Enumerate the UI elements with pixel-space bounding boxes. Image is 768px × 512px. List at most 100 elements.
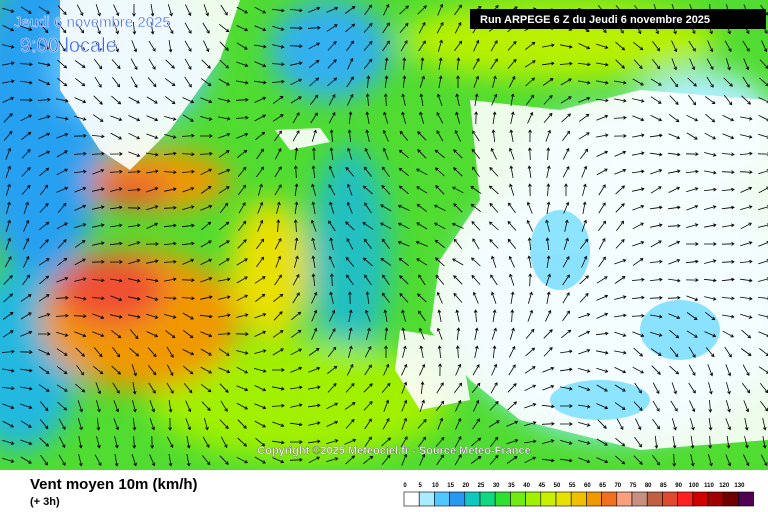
wind-arrow [506, 420, 519, 427]
wind-arrow [526, 94, 535, 106]
wind-arrow [293, 219, 298, 233]
wind-arrow [397, 240, 410, 247]
wind-arrow [56, 348, 68, 356]
scale-label: 25 [478, 483, 485, 489]
wind-arrow [438, 57, 443, 70]
wind-arrow [435, 185, 445, 195]
wind-arrow [456, 57, 461, 71]
wind-arrow [455, 309, 460, 322]
wind-arrow [91, 278, 105, 283]
wind-arrow [508, 147, 515, 160]
wind-arrow [311, 237, 316, 250]
wind-arrow [382, 147, 389, 160]
wind-arrow [2, 7, 15, 13]
wind-arrow [384, 75, 389, 89]
wind-arrow [182, 349, 195, 356]
wind-arrow [237, 149, 248, 159]
wind-arrow [668, 114, 680, 123]
wind-arrow [744, 418, 749, 431]
wind-arrow [365, 291, 370, 305]
wind-arrow [490, 274, 498, 286]
wind-arrow [183, 383, 193, 394]
wind-arrow [254, 96, 267, 103]
wind-arrow [294, 201, 299, 214]
wind-arrow [164, 277, 177, 282]
wind-arrow [527, 183, 532, 197]
scale-swatch [692, 491, 709, 507]
wind-arrow [399, 22, 409, 33]
wind-arrow [311, 165, 316, 179]
wind-arrow [92, 169, 105, 175]
wind-arrow [168, 454, 173, 467]
wind-arrow [560, 78, 572, 86]
wind-arrow [256, 166, 264, 178]
wind-arrow [345, 221, 355, 231]
wind-arrow [38, 150, 51, 157]
scale-swatch [449, 491, 466, 507]
legend-step: (+ 3h) [30, 496, 60, 508]
wind-arrow [254, 25, 267, 32]
wind-arrow [290, 348, 302, 356]
wind-arrow [5, 219, 11, 232]
wind-arrow [436, 291, 443, 304]
wind-arrow [706, 76, 714, 88]
wind-arrow [743, 454, 750, 467]
wind-arrow [20, 6, 32, 14]
wind-arrow [257, 201, 264, 214]
wind-arrow [236, 385, 249, 392]
wind-arrow [453, 292, 463, 303]
wind-arrow [671, 40, 678, 53]
wind-arrow [527, 291, 533, 304]
wind-arrow [704, 205, 717, 210]
wind-arrow [633, 401, 643, 411]
wind-arrow [128, 296, 141, 301]
wind-arrow [560, 367, 573, 372]
wind-arrow [686, 132, 698, 140]
wind-arrow [218, 313, 231, 318]
wind-arrow [346, 40, 354, 52]
wind-arrow [654, 435, 659, 449]
wind-arrow [346, 363, 354, 376]
wind-arrow [148, 58, 156, 70]
wind-arrow [200, 78, 212, 87]
wind-arrow [668, 313, 681, 320]
wind-arrow [651, 59, 661, 70]
wind-arrow [437, 93, 443, 106]
wind-arrow [669, 347, 679, 358]
wind-arrow [362, 185, 373, 195]
wind-arrow [633, 347, 643, 357]
wind-arrow [364, 418, 372, 430]
scale-label: 20 [462, 483, 469, 489]
wind-arrow [690, 418, 695, 431]
wind-arrow [578, 368, 591, 373]
wind-arrow [20, 420, 32, 428]
wind-arrow [488, 420, 500, 428]
wind-arrow [668, 169, 681, 174]
wind-arrow [57, 239, 67, 249]
wind-arrow [219, 59, 229, 69]
scale-label: 90 [675, 483, 682, 489]
wind-arrow [2, 420, 15, 428]
wind-arrow [127, 169, 141, 174]
wind-arrow [578, 313, 591, 319]
wind-arrow [92, 241, 105, 246]
wind-arrow [56, 384, 68, 392]
wind-arrow [471, 148, 481, 159]
wind-arrow [254, 403, 267, 410]
wind-arrow [200, 186, 212, 194]
wind-arrow [615, 59, 625, 69]
wind-arrow [308, 421, 321, 426]
wind-arrow [128, 223, 141, 228]
wind-arrow [181, 169, 195, 174]
wind-arrow [19, 62, 33, 67]
wind-arrow [271, 8, 285, 13]
wind-arrow [1, 386, 15, 391]
wind-arrow [417, 293, 427, 303]
wind-arrow [290, 422, 303, 427]
wind-arrow [58, 418, 66, 430]
wind-arrow [148, 40, 156, 52]
wind-arrow [202, 436, 210, 448]
wind-arrow [254, 330, 267, 337]
wind-arrow [57, 257, 68, 267]
wind-arrow [615, 185, 625, 195]
